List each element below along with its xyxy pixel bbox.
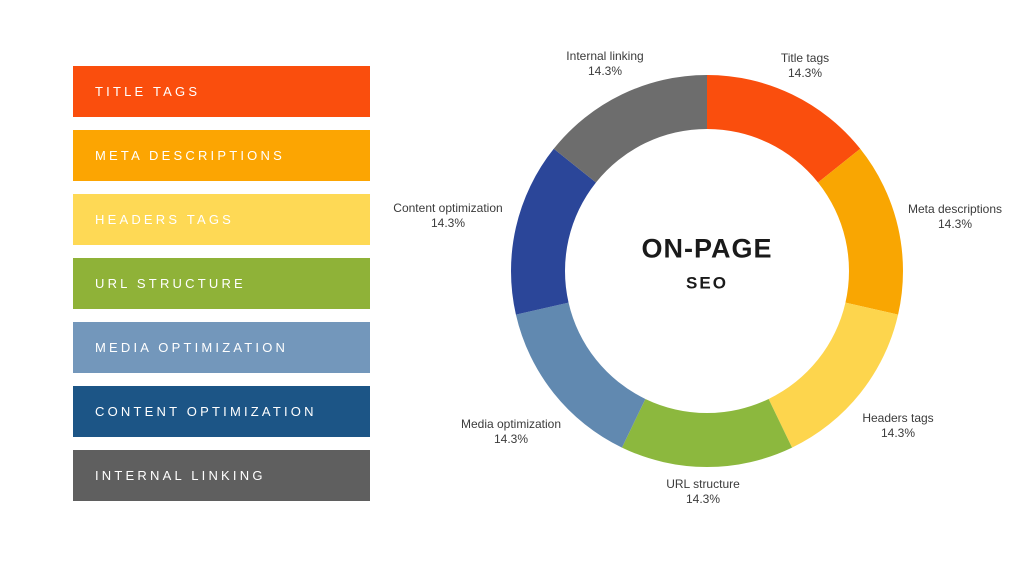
slice-label-value: 14.3%: [685, 492, 721, 506]
donut-slice-meta-descriptions: [818, 148, 903, 315]
slice-label-name: Internal linking: [566, 49, 644, 63]
legend-item-url-structure: URL STRUCTURE: [73, 258, 370, 309]
slice-label-name: Media optimization: [460, 417, 562, 431]
chart-center-title: ON-PAGE: [641, 233, 773, 264]
donut-slice-url-structure: [621, 398, 793, 467]
donut-slice-media-optimization: [515, 302, 646, 448]
slice-label-name: URL structure: [666, 477, 740, 491]
slice-label-meta-descriptions: Meta descriptions 14.3%: [908, 202, 1002, 232]
legend-item-content-optimization: CONTENT OPTIMIZATION: [73, 386, 370, 437]
slice-label-value: 14.3%: [430, 216, 466, 230]
donut-slice-internal-linking: [553, 75, 707, 183]
slice-label-value: 14.3%: [787, 66, 823, 80]
slice-label-name: Headers tags: [862, 411, 934, 425]
slice-label-internal-linking: Internal linking 14.3%: [566, 49, 643, 79]
slice-label-media-optimization: Media optimization 14.3%: [461, 417, 561, 447]
slice-label-name: Meta descriptions: [907, 202, 1003, 216]
donut-chart: [511, 75, 903, 467]
legend-item-media-optimization: MEDIA OPTIMIZATION: [73, 322, 370, 373]
slice-label-value: 14.3%: [493, 432, 529, 446]
slice-label-value: 14.3%: [587, 64, 623, 78]
slice-label-name: Content optimization: [393, 201, 503, 215]
legend-item-label: META DESCRIPTIONS: [95, 148, 285, 163]
donut-slice-headers-tags: [768, 302, 899, 448]
legend-item-meta-descriptions: META DESCRIPTIONS: [73, 130, 370, 181]
legend-item-label: CONTENT OPTIMIZATION: [95, 404, 317, 419]
legend-item-internal-linking: INTERNAL LINKING: [73, 450, 370, 501]
legend-item-title-tags: TITLE TAGS: [73, 66, 370, 117]
slice-label-content-optimization: Content optimization 14.3%: [393, 201, 502, 231]
legend-item-headers-tags: HEADERS TAGS: [73, 194, 370, 245]
donut-chart-area: ON-PAGE SEO Title tags 14.3% Meta descript…: [380, 0, 1024, 576]
legend-item-label: HEADERS TAGS: [95, 212, 235, 227]
donut-slice-title-tags: [707, 75, 861, 183]
chart-center-text: ON-PAGE SEO: [641, 234, 772, 295]
legend-item-label: TITLE TAGS: [95, 84, 201, 99]
slice-label-name: Title tags: [780, 51, 830, 65]
chart-center-subtitle: SEO: [686, 273, 728, 293]
slice-label-title-tags: Title tags 14.3%: [781, 51, 829, 81]
slice-label-headers-tags: Headers tags 14.3%: [862, 411, 933, 441]
legend-item-label: INTERNAL LINKING: [95, 468, 266, 483]
legend-item-label: MEDIA OPTIMIZATION: [95, 340, 289, 355]
slice-label-value: 14.3%: [880, 426, 916, 440]
legend-list: TITLE TAGS META DESCRIPTIONS HEADERS TAGS U…: [73, 66, 370, 501]
slice-label-url-structure: URL structure 14.3%: [666, 477, 740, 507]
donut-slice-content-optimization: [511, 148, 596, 315]
legend-item-label: URL STRUCTURE: [95, 276, 246, 291]
slice-label-value: 14.3%: [937, 217, 973, 231]
